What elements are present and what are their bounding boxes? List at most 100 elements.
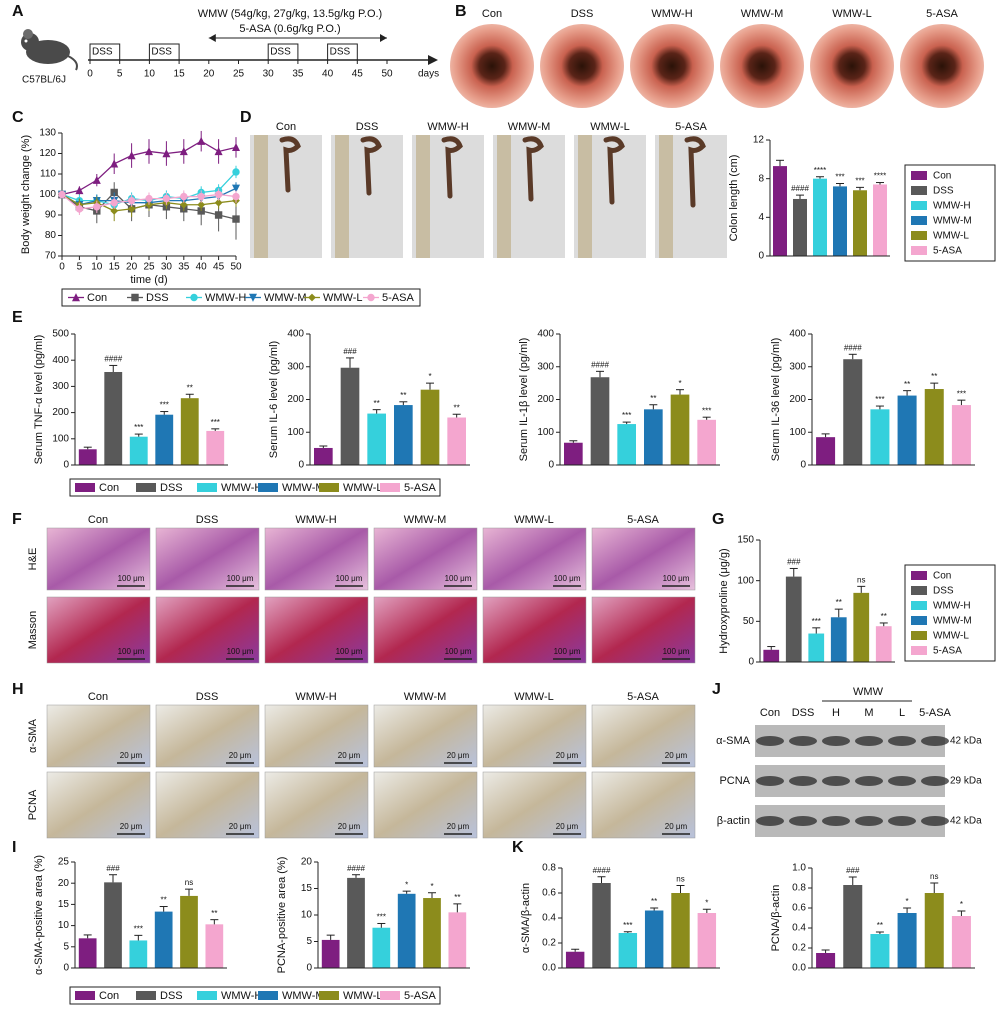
significance-label: **	[374, 399, 380, 408]
significance-label: ####	[347, 864, 365, 873]
marker	[92, 175, 101, 184]
scale-bar-label: 20 μm	[665, 751, 688, 760]
significance-label: ***	[160, 401, 169, 410]
x-tick-label: 10	[91, 262, 103, 273]
legend-label: WMW-L	[933, 231, 969, 242]
bar	[763, 649, 780, 662]
micrograph	[591, 596, 696, 664]
panel-letter: B	[455, 3, 467, 20]
bar	[644, 409, 663, 465]
lane-label: M	[864, 707, 873, 719]
blot-band	[921, 776, 949, 786]
colon-label: DSS	[356, 121, 379, 133]
legend-label: 5-ASA	[382, 292, 414, 304]
bar	[843, 359, 863, 465]
y-tick-label: 0	[63, 963, 69, 974]
significance-label: ###	[343, 347, 357, 356]
micrograph	[264, 596, 369, 664]
significance-label: **	[650, 394, 656, 403]
y-tick-label: 0	[748, 657, 754, 668]
significance-label: *	[960, 900, 963, 909]
legend-box	[904, 164, 996, 262]
day-label: 0	[87, 69, 93, 80]
day-label: 40	[322, 69, 334, 80]
legend-box	[69, 986, 441, 1005]
row-label: H&E	[27, 548, 39, 571]
legend-label: WMW-M	[282, 990, 325, 1002]
colon	[360, 136, 382, 196]
marker	[179, 147, 188, 156]
significance-label: *	[705, 898, 708, 907]
ruler	[659, 135, 673, 258]
legend-box	[69, 478, 441, 497]
marker	[248, 293, 258, 302]
scale-bar-label: 100 μm	[663, 574, 690, 583]
panel-letter: A	[12, 3, 24, 20]
marker	[127, 197, 136, 205]
y-tick-label: 100	[287, 427, 304, 438]
legend-label: WMW-M	[282, 482, 325, 494]
endoscopy-label: WMW-H	[651, 8, 692, 20]
panel-letter: K	[512, 839, 524, 856]
scale-bar-label: 100 μm	[554, 574, 581, 583]
y-axis-title: Serum IL-1β level (pg/ml)	[518, 338, 530, 462]
legend-swatch	[911, 631, 927, 640]
endoscopy-image	[450, 24, 534, 108]
legend-swatch	[75, 991, 95, 1000]
y-tick-label: 300	[52, 381, 69, 392]
significance-label: ***	[134, 423, 143, 432]
column-label: 5-ASA	[627, 691, 659, 703]
blot-band	[756, 816, 784, 826]
ruler	[578, 135, 592, 258]
y-tick-label: 10	[301, 910, 313, 921]
significance-label: ns	[930, 872, 938, 881]
protein-label: β-actin	[717, 815, 750, 827]
y-tick-label: 400	[287, 329, 304, 340]
endoscopy-image	[810, 24, 894, 108]
panel-letter: F	[12, 511, 22, 528]
day-label: 50	[381, 69, 393, 80]
legend-swatch	[197, 991, 217, 1000]
legend-label: 5-ASA	[933, 246, 962, 257]
bar	[873, 184, 887, 256]
legend-label: WMW-H	[933, 601, 971, 612]
panel-letter: C	[12, 109, 24, 126]
y-tick-label: 400	[537, 329, 554, 340]
legend-swatch	[319, 991, 339, 1000]
significance-label: ns	[857, 575, 865, 584]
column-label: DSS	[196, 514, 219, 526]
significance-label: **	[904, 380, 910, 389]
bar	[180, 398, 199, 465]
endoscopy-label: 5-ASA	[926, 8, 958, 20]
x-tick-label: 0	[59, 262, 65, 273]
significance-label: ####	[104, 355, 122, 364]
y-tick-label: 300	[287, 361, 304, 372]
blot-band	[822, 736, 850, 746]
y-tick-label: 10	[58, 920, 70, 931]
bar	[924, 893, 944, 968]
legend-label: WMW-L	[343, 482, 383, 494]
bar	[155, 414, 174, 465]
marker	[75, 186, 84, 195]
bar	[816, 437, 836, 465]
y-tick-label: 80	[45, 230, 57, 241]
dss-label: DSS	[151, 47, 172, 58]
bar	[340, 367, 360, 465]
bar	[321, 939, 340, 968]
legend-label: WMW-L	[343, 990, 383, 1002]
blot-band	[921, 736, 949, 746]
size-label: 42 kDa	[950, 816, 982, 827]
significance-label: ####	[791, 184, 809, 193]
legend-box	[904, 564, 996, 662]
micrograph	[264, 771, 369, 839]
bar	[565, 951, 585, 968]
bar	[314, 447, 333, 465]
legend-swatch	[911, 201, 927, 210]
y-tick-label: 15	[58, 899, 70, 910]
bar	[129, 940, 148, 968]
significance-label: ####	[844, 343, 862, 352]
y-tick-label: 0	[758, 251, 764, 262]
micrograph	[373, 771, 478, 839]
marker	[367, 293, 375, 302]
y-tick-label: 0	[800, 460, 806, 471]
